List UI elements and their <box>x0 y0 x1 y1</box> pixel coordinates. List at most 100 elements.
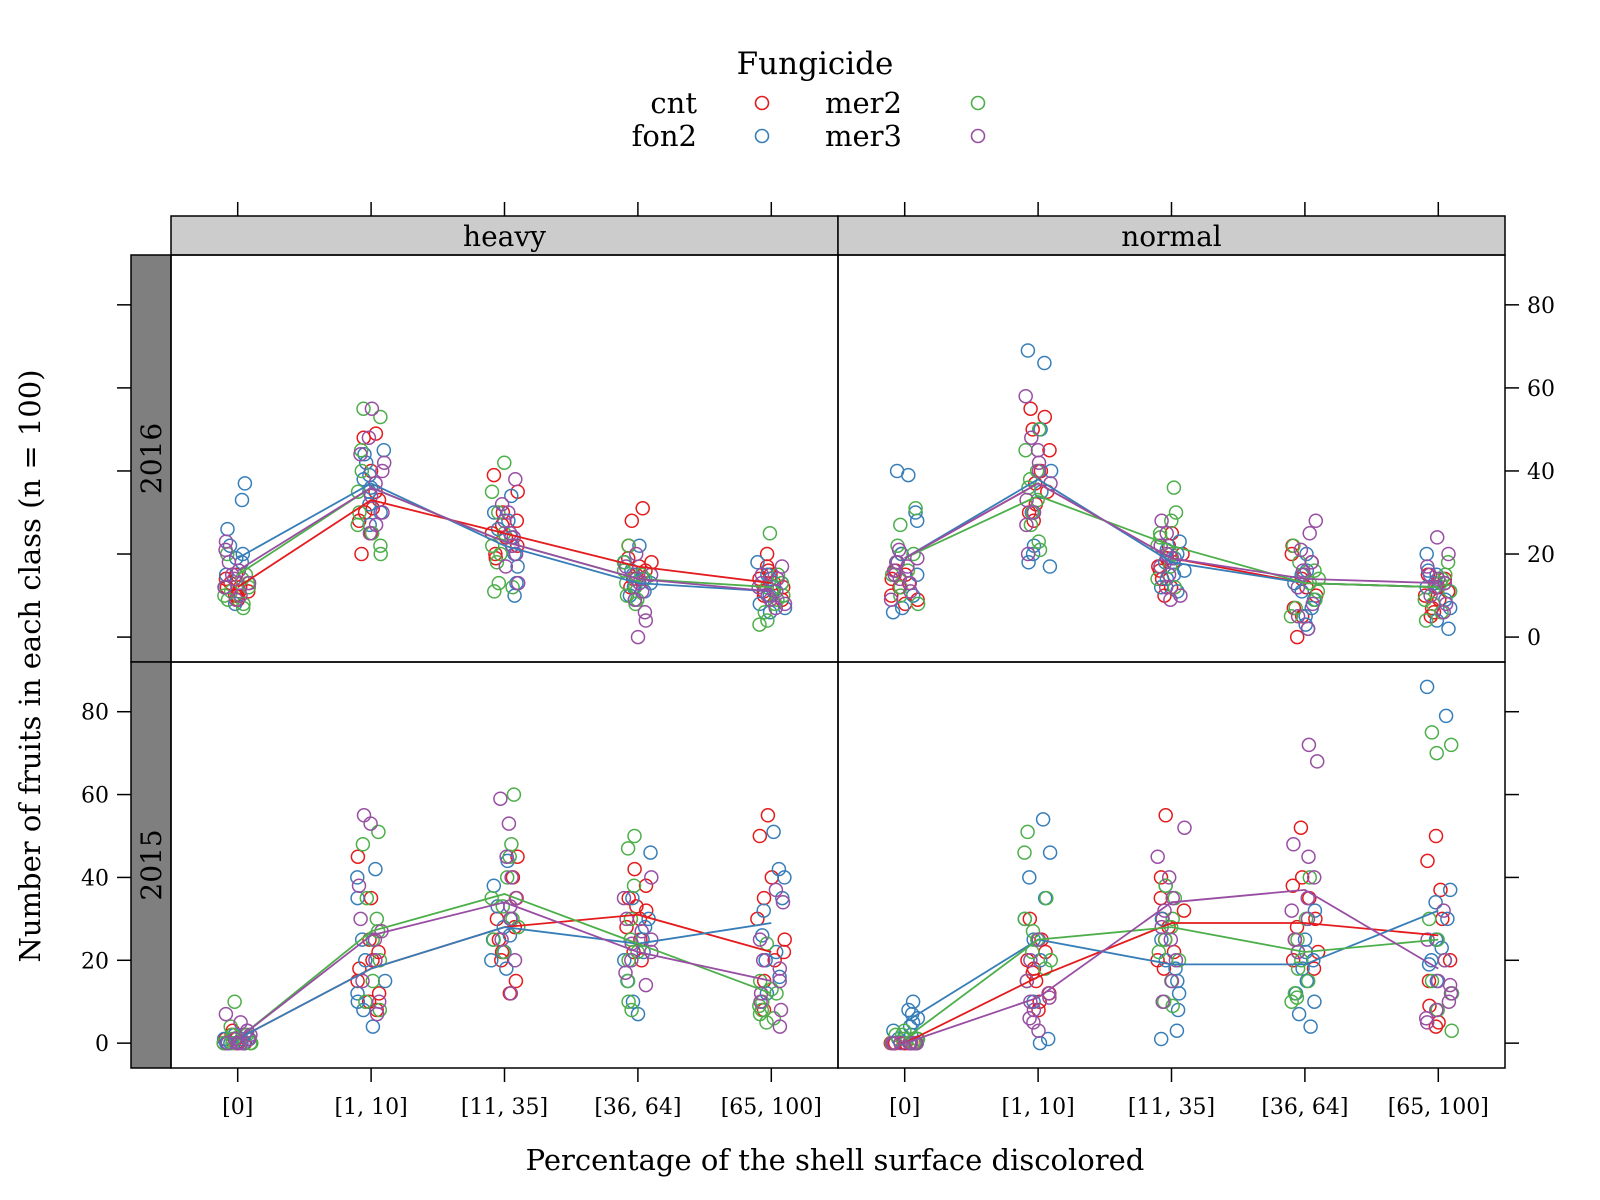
point-mer3 <box>503 986 519 1001</box>
point-mer3 <box>1441 994 1457 1009</box>
point-mer3 <box>772 1019 788 1034</box>
point-mer3 <box>760 588 775 603</box>
point-mer2 <box>1424 725 1440 740</box>
point-mer3 <box>363 488 379 504</box>
y-tick-label-left: 80 <box>81 701 109 726</box>
point-mer2 <box>504 837 519 852</box>
point-mer2 <box>1290 961 1306 976</box>
point-fon2 <box>499 961 514 976</box>
point-mer3 <box>1150 849 1165 864</box>
panel-data-normal-2016 <box>883 343 1458 645</box>
point-mer2 <box>1165 998 1180 1014</box>
point-mer3 <box>1302 526 1317 541</box>
y-tick-label-left: 60 <box>81 784 109 809</box>
point-mer3 <box>638 613 654 628</box>
point-mer2 <box>770 567 786 583</box>
point-mer3 <box>1423 588 1438 603</box>
point-cnt <box>884 571 899 587</box>
point-mer2 <box>502 849 517 864</box>
point-mer2 <box>1151 944 1167 960</box>
point-mer2 <box>484 484 500 499</box>
point-mer2 <box>369 911 385 927</box>
point-mer3 <box>1164 973 1180 989</box>
y-tick-label-right: 20 <box>1527 543 1555 568</box>
point-mer2 <box>1031 534 1046 549</box>
point-fon2 <box>1042 845 1058 860</box>
point-mer2 <box>762 526 778 541</box>
x-tick-label: [65, 100] <box>721 1095 822 1120</box>
point-mer2 <box>760 613 775 628</box>
point-mer2 <box>491 575 507 591</box>
mean-line-cnt <box>904 482 1439 589</box>
point-mer3 <box>508 472 523 487</box>
point-mer3 <box>1153 559 1168 574</box>
point-mer3 <box>1023 953 1038 968</box>
point-cnt <box>1306 961 1322 976</box>
point-fon2 <box>216 1031 232 1047</box>
point-mer3 <box>1163 592 1178 607</box>
row-strip-2016 <box>130 254 172 663</box>
legend-marker-mer2 <box>970 95 986 111</box>
point-mer3 <box>1304 555 1319 570</box>
point-mer3 <box>1026 1015 1041 1030</box>
point-cnt <box>1442 953 1458 968</box>
point-mer2 <box>1443 737 1459 753</box>
point-cnt <box>621 890 636 906</box>
mean-line-cnt <box>237 499 772 588</box>
point-cnt <box>371 986 387 1001</box>
point-mer3 <box>227 571 242 587</box>
point-mer3 <box>1165 890 1180 906</box>
point-mer3 <box>1286 837 1301 852</box>
point-mer2 <box>372 1002 388 1018</box>
point-fon2 <box>362 496 377 512</box>
legend-label-fon2: fon2 <box>632 119 697 153</box>
point-cnt <box>910 592 925 607</box>
point-mer3 <box>1157 903 1172 918</box>
point-cnt <box>1031 1002 1046 1018</box>
point-mer3 <box>1429 1002 1444 1018</box>
mean-line-mer2 <box>904 494 1439 589</box>
point-mer2 <box>1294 953 1309 968</box>
point-mer2 <box>764 982 779 997</box>
point-cnt <box>764 870 780 885</box>
point-cnt <box>619 919 634 935</box>
point-mer2 <box>373 538 388 553</box>
point-mer2 <box>355 837 371 852</box>
point-mer3 <box>355 973 370 989</box>
point-mer3 <box>1031 463 1047 479</box>
point-mer2 <box>888 1027 903 1043</box>
point-mer3 <box>1163 932 1179 947</box>
point-mer3 <box>1161 870 1177 885</box>
point-cnt <box>776 944 792 960</box>
point-cnt <box>1026 513 1041 529</box>
point-mer2 <box>227 994 242 1009</box>
point-mer3 <box>1158 579 1174 595</box>
point-mer3 <box>772 961 788 976</box>
point-mer2 <box>1031 422 1047 437</box>
point-mer3 <box>1441 546 1456 562</box>
point-mer2 <box>236 596 251 612</box>
point-mer2 <box>1292 555 1307 570</box>
point-cnt <box>1289 629 1305 645</box>
point-mer2 <box>620 973 636 989</box>
point-cnt <box>350 849 366 864</box>
point-cnt <box>1428 828 1444 844</box>
point-fon2 <box>484 953 499 968</box>
point-mer3 <box>1442 977 1458 993</box>
point-fon2 <box>358 953 373 968</box>
point-mer2 <box>1043 953 1058 968</box>
point-fon2 <box>1291 1006 1307 1022</box>
point-mer2 <box>624 1002 639 1018</box>
x-tick-label: [65, 100] <box>1388 1095 1489 1120</box>
point-mer3 <box>1419 1015 1435 1030</box>
point-cnt <box>1433 882 1448 898</box>
point-mer2 <box>752 617 767 632</box>
point-fon2 <box>632 538 647 553</box>
point-fon2 <box>908 505 923 520</box>
point-mer2 <box>365 973 381 989</box>
point-fon2 <box>357 447 372 462</box>
point-fon2 <box>1294 584 1310 599</box>
point-mer2 <box>350 517 365 533</box>
legend-marker-fon2 <box>754 128 770 144</box>
point-mer3 <box>375 463 390 479</box>
